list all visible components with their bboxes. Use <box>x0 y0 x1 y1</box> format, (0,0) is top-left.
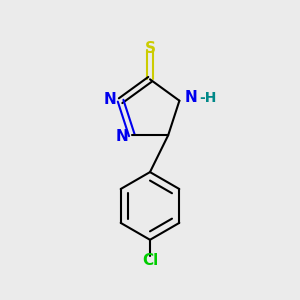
Text: N: N <box>115 129 128 144</box>
Text: N: N <box>104 92 117 107</box>
Text: Cl: Cl <box>142 253 158 268</box>
Text: S: S <box>145 41 155 56</box>
Text: N: N <box>184 90 197 105</box>
Text: -H: -H <box>199 91 216 105</box>
